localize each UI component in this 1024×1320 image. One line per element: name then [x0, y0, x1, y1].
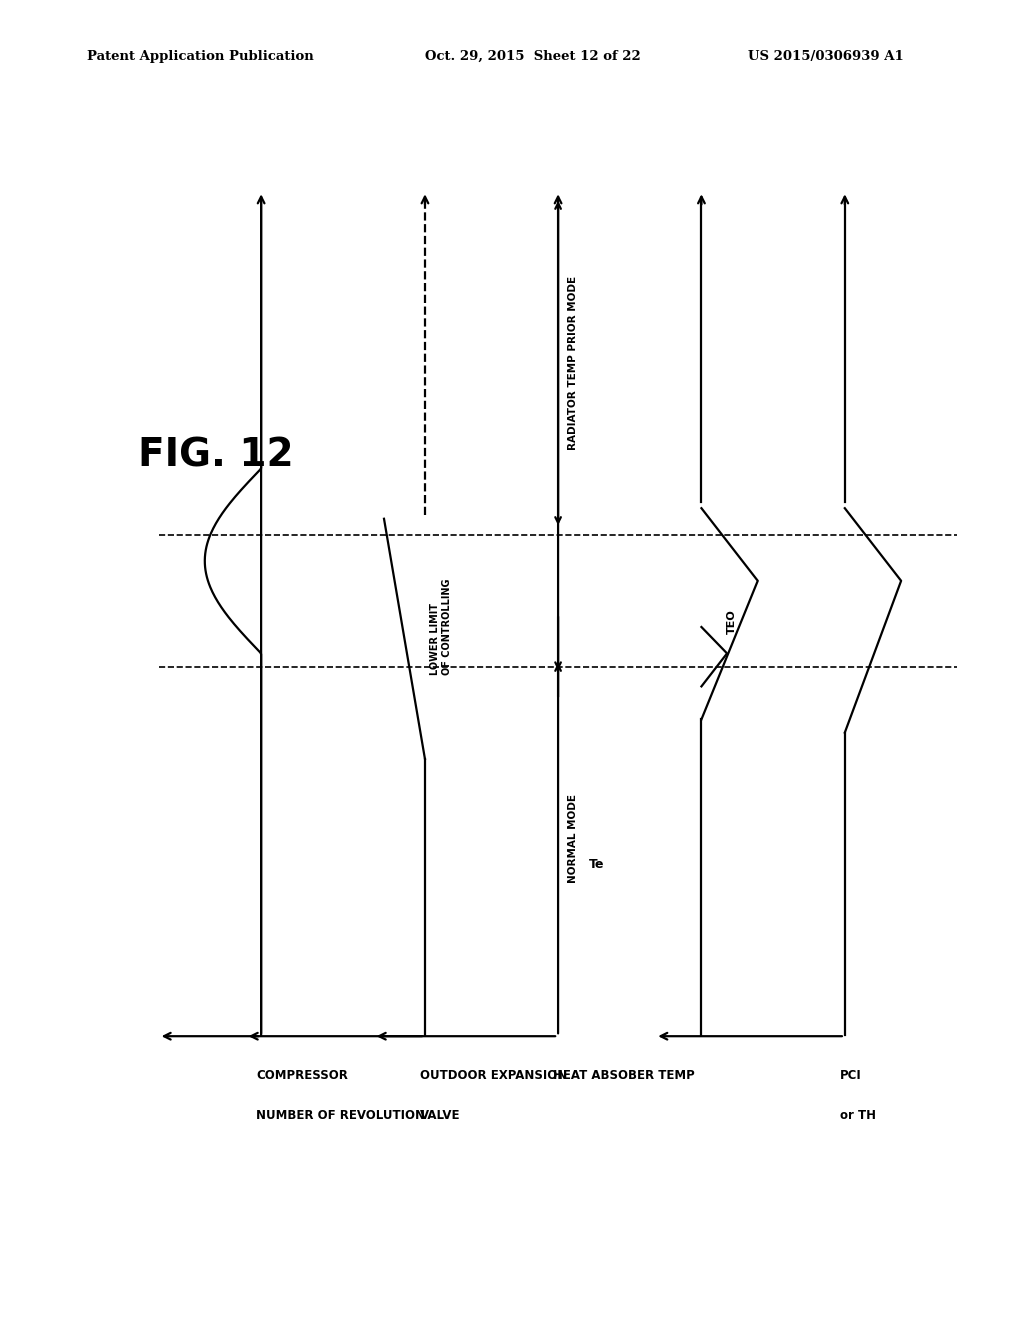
Text: US 2015/0306939 A1: US 2015/0306939 A1 [748, 50, 903, 63]
Text: or TH: or TH [840, 1109, 876, 1122]
Text: Oct. 29, 2015  Sheet 12 of 22: Oct. 29, 2015 Sheet 12 of 22 [425, 50, 641, 63]
Text: PCI: PCI [840, 1069, 861, 1082]
Text: Patent Application Publication: Patent Application Publication [87, 50, 313, 63]
Text: LOWER LIMIT
OF CONTROLLING: LOWER LIMIT OF CONTROLLING [430, 578, 452, 676]
Text: COMPRESSOR: COMPRESSOR [256, 1069, 348, 1082]
Text: RADIATOR TEMP PRIOR MODE: RADIATOR TEMP PRIOR MODE [568, 276, 579, 450]
Text: Te: Te [589, 858, 604, 871]
Text: FIG. 12: FIG. 12 [138, 437, 294, 474]
Text: TEO: TEO [727, 609, 737, 634]
Text: VALVE: VALVE [420, 1109, 461, 1122]
Text: HEAT ABSOBER TEMP: HEAT ABSOBER TEMP [553, 1069, 694, 1082]
Text: OUTDOOR EXPANSION: OUTDOOR EXPANSION [420, 1069, 567, 1082]
Text: NORMAL MODE: NORMAL MODE [568, 793, 579, 883]
Text: NUMBER OF REVOLUTION: NUMBER OF REVOLUTION [256, 1109, 425, 1122]
